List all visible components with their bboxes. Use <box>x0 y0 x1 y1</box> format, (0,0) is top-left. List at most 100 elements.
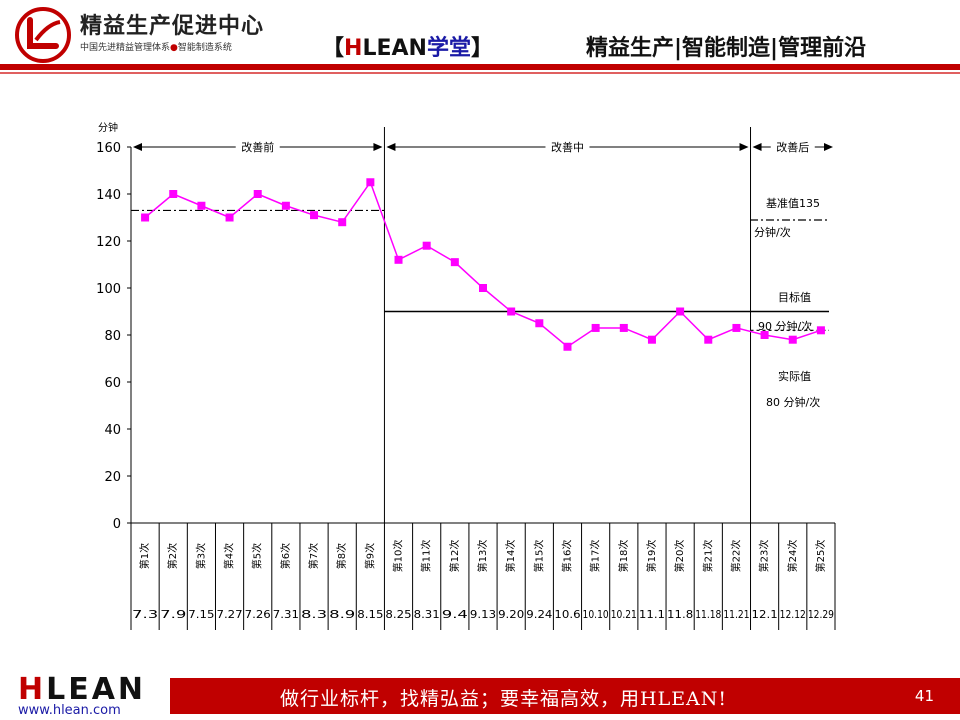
hlean-logo-h: H <box>18 672 47 707</box>
data-point <box>394 255 403 264</box>
baseline-unit: 分钟/次 <box>754 225 791 239</box>
x-date-label: 9.20 <box>498 608 524 621</box>
data-point <box>479 284 487 292</box>
data-point <box>619 323 628 332</box>
brand-lean: LEAN <box>362 36 427 61</box>
hlean-logo-rest: LEAN <box>46 672 147 707</box>
x-category-label: 第19次 <box>645 540 658 573</box>
data-point <box>225 213 234 222</box>
data-point <box>366 178 375 187</box>
x-category-label: 第20次 <box>673 540 686 573</box>
y-tick-label: 60 <box>104 376 121 391</box>
phase-arrow-left-icon <box>386 143 396 151</box>
x-category-label: 第17次 <box>589 540 602 573</box>
y-tick-label: 40 <box>104 423 121 438</box>
y-tick-label: 160 <box>96 141 121 156</box>
header-divider-thin <box>0 72 960 74</box>
data-point <box>450 258 459 267</box>
x-date-label: 12.29 <box>808 608 834 621</box>
footer-slogan: 做行业标杆，找精弘益；要幸福高效，用HLEAN! <box>280 688 728 710</box>
x-date-label: 7.26 <box>245 608 271 621</box>
data-point <box>563 342 572 351</box>
data-point <box>169 190 178 198</box>
org-title: 精益生产促进中心 <box>80 13 265 39</box>
y-tick-label: 140 <box>96 188 121 203</box>
phase-label: 改善后 <box>776 140 809 154</box>
data-point <box>310 211 319 220</box>
org-subtitle-a: 中国先进精益管理体系 <box>80 43 171 53</box>
x-category-label: 第21次 <box>701 540 714 573</box>
org-subtitle-b: 智能制造系统 <box>177 43 232 53</box>
actual-label: 实际值 <box>778 369 811 383</box>
x-date-label: 7.27 <box>216 608 242 621</box>
footer-bar: 做行业标杆，找精弘益；要幸福高效，用HLEAN! 41 <box>170 678 960 714</box>
x-category-label: 第13次 <box>476 540 489 573</box>
x-date-label: 8.25 <box>385 608 411 621</box>
x-category-label: 第24次 <box>786 540 799 573</box>
baseline-label: 基准值135 <box>766 197 820 210</box>
brand-xuetang: 学堂 <box>426 36 471 61</box>
brand-bracket-open: 【 <box>322 36 345 61</box>
x-category-label: 第12次 <box>448 540 461 573</box>
x-date-label: 12.12 <box>780 608 806 621</box>
x-category-label: 第10次 <box>392 540 405 573</box>
x-category-label: 第6次 <box>279 543 292 569</box>
header-tagline: 精益生产|智能制造|管理前沿 <box>586 36 867 61</box>
y-tick-label: 0 <box>113 517 121 532</box>
data-point <box>676 307 685 316</box>
actual-unit: 80 分钟/次 <box>766 395 820 409</box>
x-category-label: 第11次 <box>420 540 433 573</box>
phase-arrow-right-icon <box>824 143 833 151</box>
x-category-label: 第4次 <box>223 543 236 569</box>
x-date-label: 9.4 <box>442 608 468 621</box>
x-category-label: 第25次 <box>814 540 827 573</box>
hlean-logo: HLEAN <box>18 672 146 707</box>
x-category-label: 第3次 <box>194 543 207 569</box>
x-category-label: 第8次 <box>335 543 348 569</box>
org-subtitle-dot: ● <box>170 43 178 53</box>
y-tick-label: 20 <box>104 470 121 485</box>
y-tick-label: 120 <box>96 235 121 250</box>
header-divider <box>0 64 960 70</box>
x-category-label: 第16次 <box>560 540 573 573</box>
data-point <box>760 331 769 339</box>
x-date-label: 8.15 <box>357 608 383 621</box>
phase-label-bg <box>770 139 815 155</box>
target-label: 目标值 <box>778 290 811 304</box>
x-date-label: 10.6 <box>554 608 580 621</box>
x-date-label: 11.21 <box>723 608 749 621</box>
data-point <box>647 335 656 344</box>
x-date-label: 8.3 <box>301 608 327 621</box>
series-line <box>144 180 822 348</box>
data-point <box>788 335 797 344</box>
lean-center-logo-icon <box>15 7 71 63</box>
x-date-label: 7.3 <box>132 608 158 621</box>
x-date-label: 10.10 <box>583 608 609 621</box>
x-date-label: 7.15 <box>188 608 214 621</box>
x-date-label: 9.13 <box>470 608 496 621</box>
x-date-label: 8.9 <box>329 608 355 621</box>
data-point <box>535 319 544 328</box>
x-date-label: 10.21 <box>611 608 637 621</box>
data-point <box>591 323 600 332</box>
x-date-label: 11.1 <box>639 608 665 621</box>
y-axis-label: 分钟 <box>98 121 118 134</box>
website-url: www.hlean.com <box>18 703 121 718</box>
data-point <box>422 241 431 250</box>
x-category-label: 第15次 <box>532 540 545 573</box>
brand-h: H <box>344 36 363 61</box>
data-point <box>141 213 150 222</box>
x-date-label: 9.24 <box>526 608 552 621</box>
data-point <box>507 307 516 316</box>
y-tick-label: 100 <box>96 282 121 297</box>
target-unit: 90 分钟/次 <box>758 319 812 333</box>
phase-arrow-right-icon <box>739 143 749 151</box>
data-point <box>281 201 290 210</box>
phase-arrow-left-icon <box>752 143 762 151</box>
x-category-label: 第7次 <box>307 543 320 569</box>
phase-label-bg <box>235 139 280 155</box>
data-point <box>704 335 713 344</box>
x-category-label: 第1次 <box>138 543 151 569</box>
data-point <box>816 326 825 335</box>
x-category-label: 第22次 <box>729 540 742 573</box>
